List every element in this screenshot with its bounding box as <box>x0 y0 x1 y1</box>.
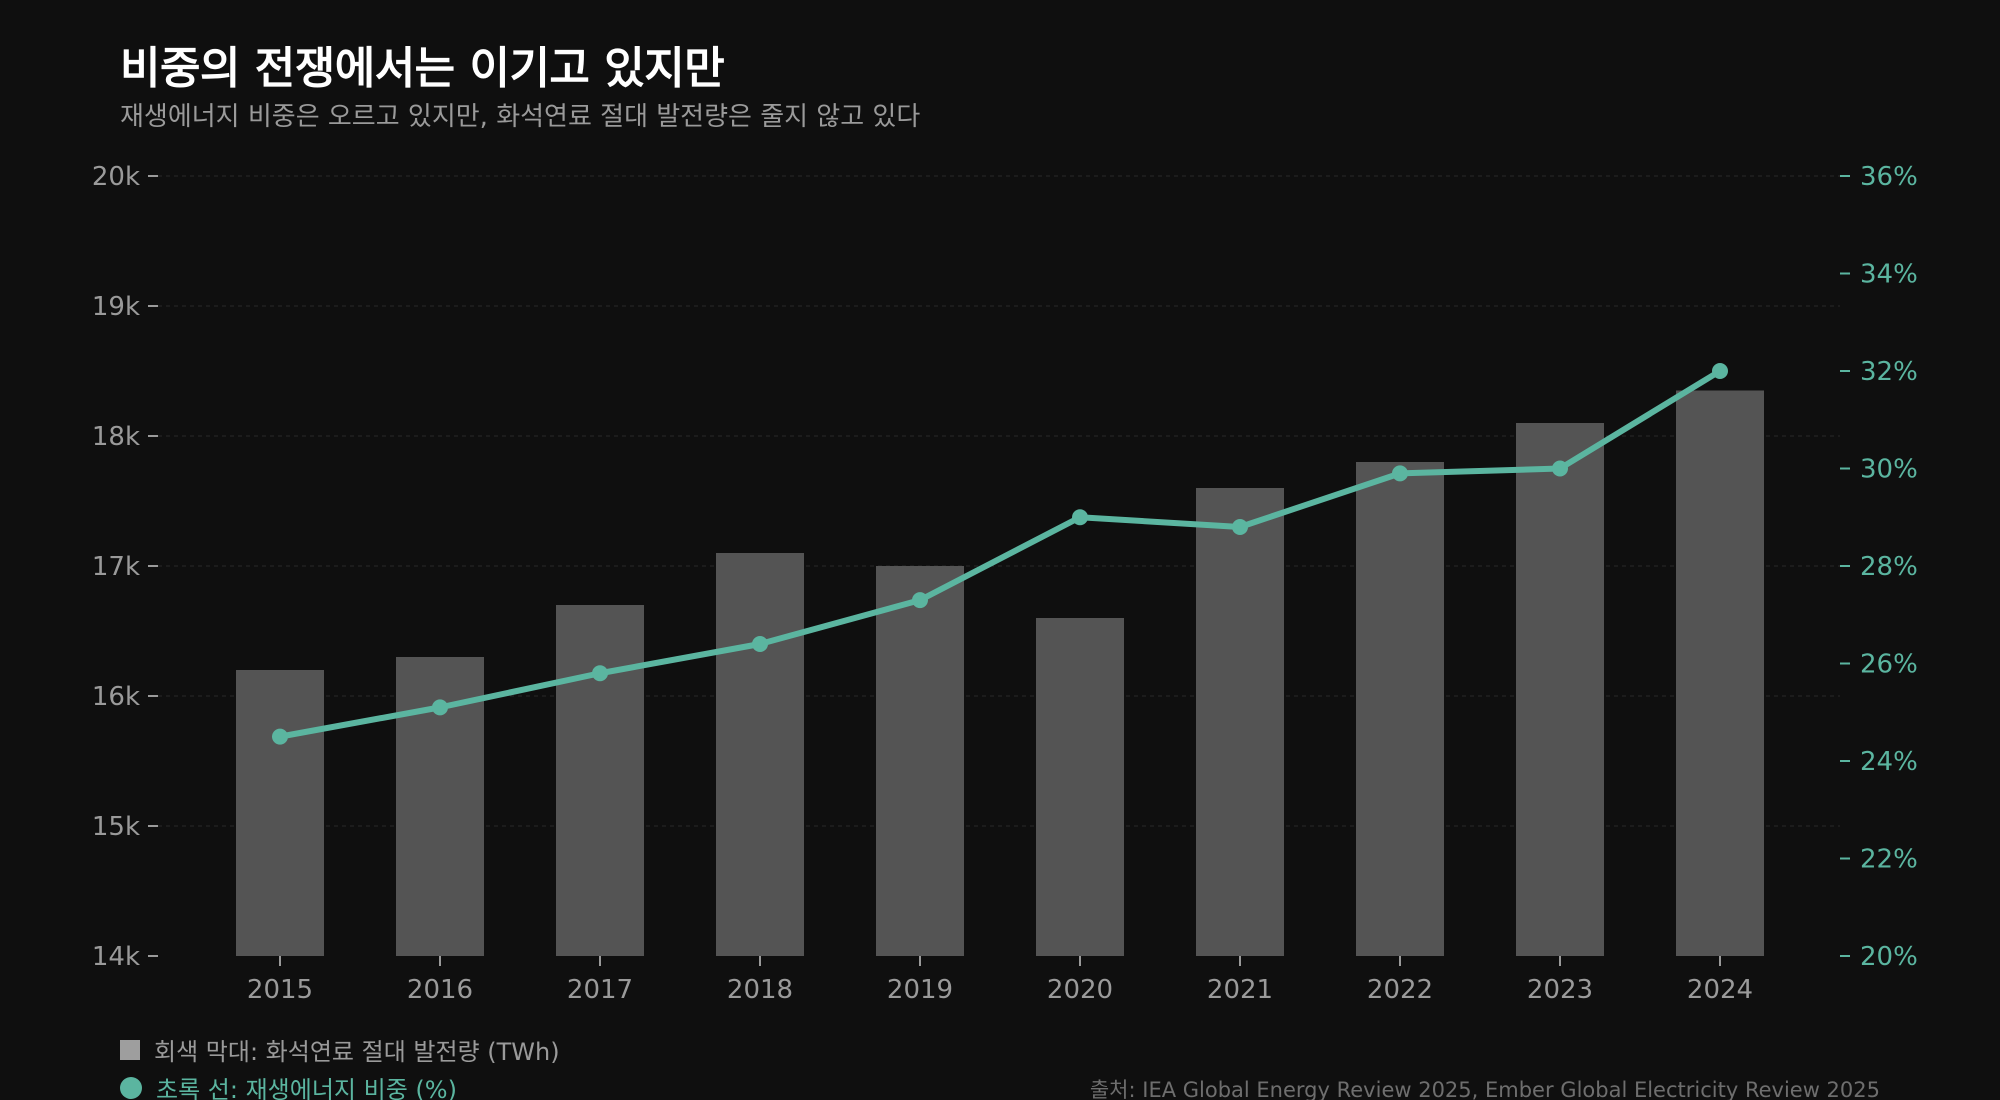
right-axis-tick-label: 36% <box>1860 162 1918 192</box>
right-axis-tick-label: 24% <box>1860 747 1918 777</box>
right-axis-tick-label: 26% <box>1860 650 1918 680</box>
x-axis-tick-label: 2022 <box>1367 975 1433 1005</box>
x-axis-tick-label: 2019 <box>887 975 953 1005</box>
bar <box>716 553 804 956</box>
renewable-share-line <box>277 368 1723 740</box>
bar <box>1516 423 1604 956</box>
legend-bar-label: 회색 막대: 화석연료 절대 발전량 (TWh) <box>154 1038 560 1066</box>
right-axis-tick-label: 22% <box>1860 845 1918 875</box>
right-axis: 20% 22% 24% 26% 28% 30% 32% 34% 36% <box>1840 162 1918 972</box>
bar <box>1036 618 1124 956</box>
right-axis-tick-label: 20% <box>1860 942 1918 972</box>
left-axis-tick-label: 15k <box>92 812 140 842</box>
x-axis-tick-label: 2021 <box>1207 975 1273 1005</box>
x-axis-tick-label: 2023 <box>1527 975 1593 1005</box>
chart-subtitle: 재생에너지 비중은 오르고 있지만, 화석연료 절대 발전량은 줄지 않고 있다 <box>120 102 921 132</box>
chart-title: 비중의 전쟁에서는 이기고 있지만 <box>120 43 725 94</box>
legend-line-label: 초록 선: 재생에너지 비중 (%) <box>156 1076 457 1100</box>
right-axis-tick-label: 28% <box>1860 552 1918 582</box>
bar <box>556 605 644 956</box>
left-axis-tick-label: 20k <box>92 162 140 192</box>
legend-item-line: 초록 선: 재생에너지 비중 (%) <box>120 1070 457 1100</box>
line-point <box>912 592 928 609</box>
left-axis: 14k 15k 16k 17k 18k 19k 20k <box>92 162 158 972</box>
source-note: 출처: IEA Global Energy Review 2025, Ember… <box>1089 1078 1880 1100</box>
x-axis: 2015 2016 2017 2018 2019 2020 2021 2022 2023 2024 <box>247 956 1753 1005</box>
line-series <box>272 363 1728 745</box>
bar <box>236 670 324 956</box>
bar <box>876 566 964 956</box>
x-axis-tick-label: 2024 <box>1687 975 1753 1005</box>
bars <box>236 390 1764 956</box>
x-axis-tick-label: 2020 <box>1047 975 1113 1005</box>
bar <box>1356 462 1444 956</box>
legend-line-swatch <box>120 1076 142 1099</box>
x-axis-tick-label: 2015 <box>247 975 313 1005</box>
right-axis-tick-label: 34% <box>1860 260 1918 290</box>
left-axis-tick-label: 17k <box>92 552 140 582</box>
left-axis-tick-label: 19k <box>92 292 140 322</box>
line-point <box>1072 509 1088 526</box>
line-point <box>1232 519 1248 535</box>
left-axis-tick-label: 18k <box>92 422 140 452</box>
line-point <box>1712 363 1728 379</box>
line-point <box>592 665 608 682</box>
legend-bar-swatch <box>120 1039 140 1060</box>
left-axis-tick-label: 14k <box>92 942 140 972</box>
bar <box>1196 488 1284 956</box>
right-axis-tick-label: 32% <box>1860 357 1918 387</box>
x-axis-tick-label: 2018 <box>727 975 793 1005</box>
x-axis-tick-label: 2017 <box>567 975 633 1005</box>
line-point <box>272 728 288 745</box>
right-axis-tick-label: 30% <box>1860 455 1918 485</box>
line-point <box>752 636 768 652</box>
x-axis-tick-label: 2016 <box>407 975 473 1005</box>
legend-item-bars: 회색 막대: 화석연료 절대 발전량 (TWh) <box>120 1032 560 1067</box>
left-axis-tick-label: 16k <box>92 682 140 712</box>
line-point <box>1552 460 1568 477</box>
line-point <box>432 699 448 716</box>
bar <box>1676 390 1764 956</box>
line-point <box>1392 465 1408 482</box>
